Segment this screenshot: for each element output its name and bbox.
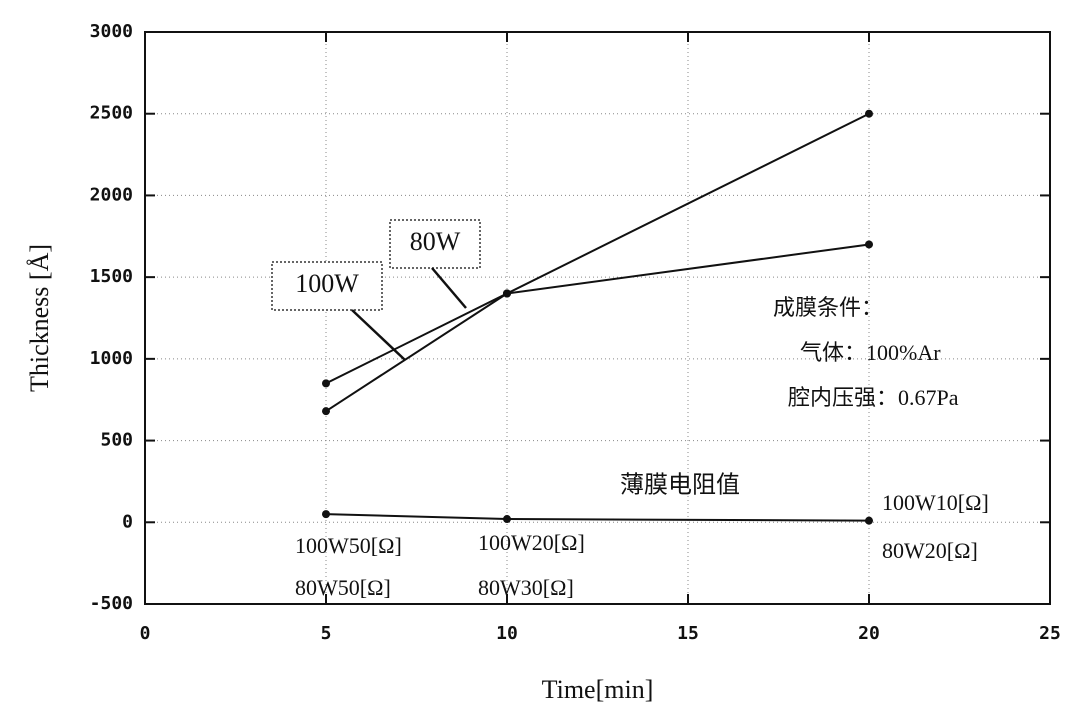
- annotation: 100W10[Ω]: [882, 490, 989, 515]
- annotation: 100W20[Ω]: [478, 530, 585, 555]
- y-tick-label: 0: [122, 511, 133, 532]
- x-tick-label: 25: [1039, 623, 1061, 644]
- data-point: [865, 109, 873, 118]
- series-label: 100W: [295, 269, 359, 298]
- y-tick-label: 1000: [90, 348, 133, 369]
- y-tick-label: 1500: [90, 266, 133, 287]
- arrow: [431, 267, 467, 309]
- plot-frame: [144, 31, 1051, 605]
- x-tick-label: 0: [140, 623, 151, 644]
- data-point: [865, 240, 873, 249]
- annotation: 气体：100%Ar: [800, 340, 941, 365]
- label-box: [271, 261, 383, 311]
- series-label: 80W: [410, 227, 461, 256]
- x-tick-label: 20: [858, 623, 880, 644]
- x-tick-label: 10: [496, 623, 518, 644]
- y-tick-label: 2500: [90, 103, 133, 124]
- series-line: [325, 513, 870, 522]
- y-tick-label: -500: [90, 593, 133, 614]
- annotation: 腔内压强：0.67Pa: [788, 385, 959, 410]
- annotation: 80W20[Ω]: [882, 538, 978, 563]
- y-tick-label: 500: [100, 430, 133, 451]
- x-axis-label: Time[min]: [542, 675, 654, 704]
- data-point: [322, 379, 330, 388]
- arrow: [351, 309, 406, 361]
- y-tick-label: 3000: [90, 21, 133, 42]
- label-box: [389, 219, 481, 269]
- annotation: 100W50[Ω]: [295, 533, 402, 558]
- data-point: [865, 516, 873, 525]
- series-label: 薄膜电阻值: [620, 472, 740, 499]
- data-point: [503, 289, 511, 298]
- annotation: 成膜条件：: [773, 295, 883, 320]
- y-axis-label: Thickness [Å]: [25, 244, 54, 392]
- annotation: 80W50[Ω]: [295, 575, 391, 600]
- x-tick-label: 5: [321, 623, 332, 644]
- data-point: [503, 515, 511, 524]
- data-point: [322, 407, 330, 416]
- x-tick-label: 15: [677, 623, 699, 644]
- data-point: [322, 510, 330, 519]
- y-tick-label: 2000: [90, 184, 133, 205]
- annotation: 80W30[Ω]: [478, 575, 574, 600]
